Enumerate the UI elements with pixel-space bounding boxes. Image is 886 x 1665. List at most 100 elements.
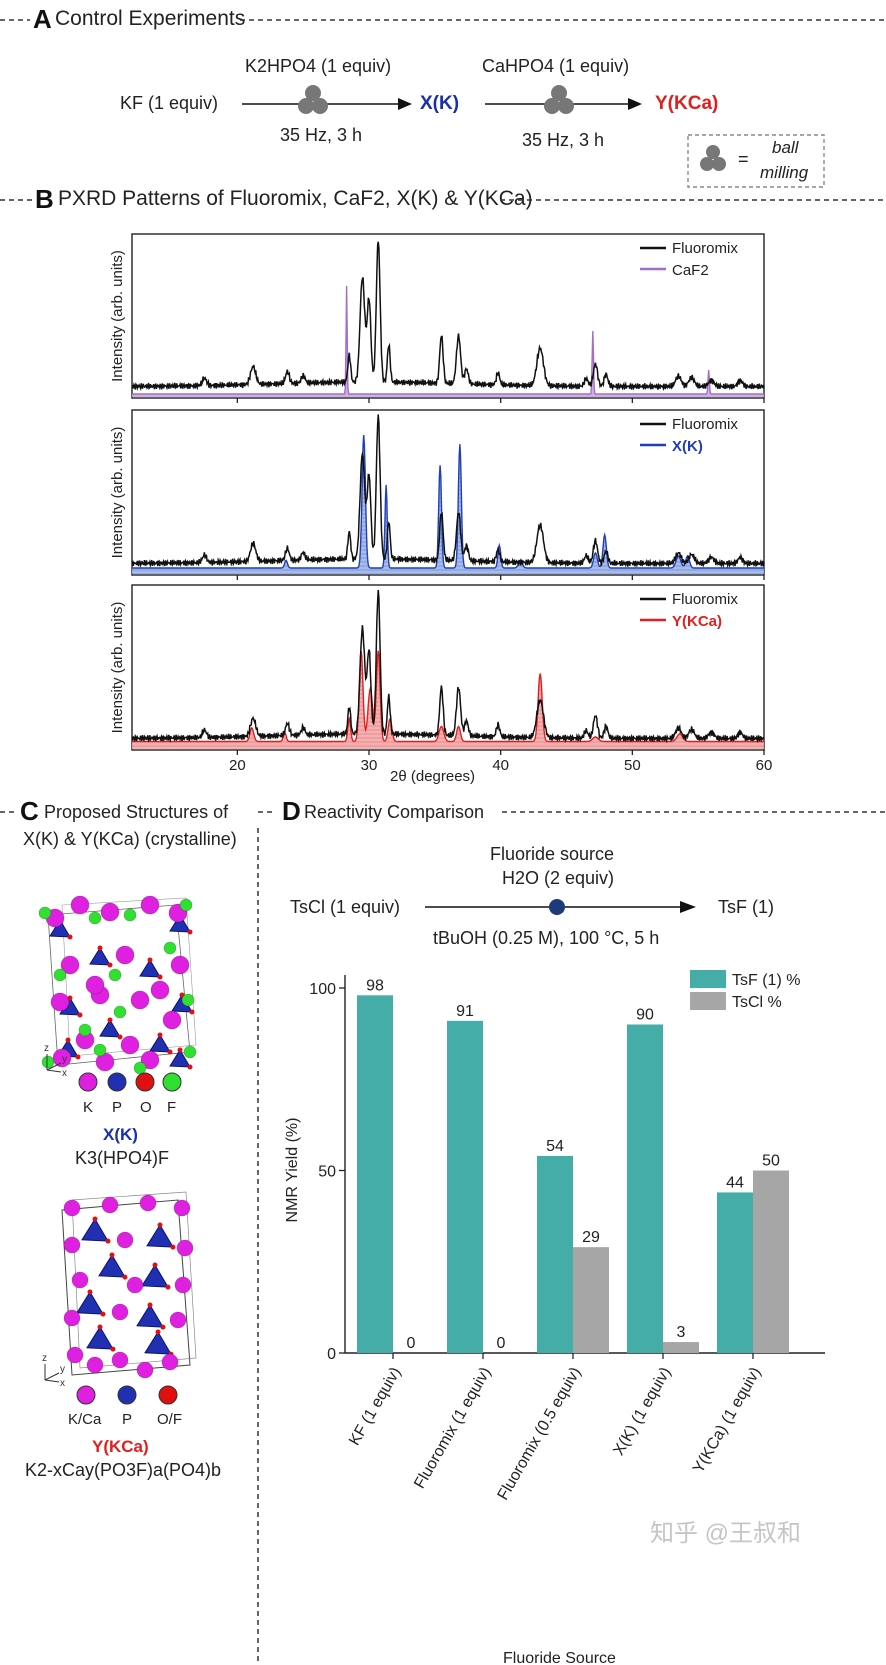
potassium-calcium-atom: [169, 1311, 187, 1329]
panel-a-title: Control Experiments: [55, 7, 245, 30]
po4-tetrahedron: [169, 914, 191, 933]
scheme-d-reactant: TsCl (1 equiv): [290, 897, 400, 917]
legend-label-fluoromix: Fluoromix: [672, 240, 738, 257]
pxrd-xlabel: 2θ (degrees): [390, 768, 475, 785]
oxygen-atom: [167, 1049, 173, 1055]
fluoride-source-dot: [549, 899, 565, 915]
potassium-calcium-atom: [63, 1199, 81, 1217]
y-tick-label: 100: [309, 981, 336, 998]
struct2-formula: K2-xCay(PO3F)a(PO4)b: [25, 1460, 221, 1480]
oxygen-atom: [147, 957, 153, 963]
pxrd-subplot-1: Fluoromix CaF2 Intensity (arb. units): [109, 233, 765, 403]
legend-label-reference: X(K): [672, 438, 703, 455]
potassium-atom: [140, 895, 160, 915]
fluoromix-pattern-line: [131, 589, 765, 744]
po4-tetrahedron: [139, 959, 161, 978]
oxygen-atom: [67, 995, 73, 1001]
fluorine-atom: [41, 1055, 55, 1069]
legend-swatch-tsf: [690, 970, 726, 988]
bar-tsf: [537, 1155, 573, 1353]
scheme-d-product: TsF (1): [718, 897, 774, 917]
fluorine-atom: [108, 968, 122, 982]
potassium-calcium-atom: [161, 1353, 179, 1371]
oxygen-atom: [92, 1216, 98, 1222]
potassium-calcium-atom: [101, 1196, 119, 1214]
fluorine-atom: [88, 911, 102, 925]
bar-value-label: 44: [726, 1174, 744, 1191]
axis-label: y: [62, 1054, 67, 1065]
x-tick-label: 20: [229, 757, 246, 774]
potassium-calcium-atom: [174, 1276, 192, 1294]
reference-pattern-line: [132, 435, 764, 569]
oxygen-atom: [157, 974, 163, 980]
fluorine-atom: [183, 1045, 197, 1059]
oxygen-atom: [155, 1329, 161, 1335]
oxygen-atom: [177, 1047, 183, 1053]
legend-p: P: [112, 1099, 122, 1116]
category-label: Fluoromix (1 equiv): [411, 1365, 494, 1492]
potassium-atom: [150, 980, 170, 1000]
panel-c: C Proposed Structures of X(K) & Y(KCa) (…: [0, 796, 276, 1665]
oxygen-atom: [107, 1017, 113, 1023]
scheme-d-conditions: tBuOH (0.25 M), 100 °C, 5 h: [433, 928, 659, 948]
po4-tetrahedron: [86, 1326, 114, 1350]
legend-label-tscl: TsCl %: [732, 994, 782, 1011]
ball-mill-icon-2: [544, 85, 574, 114]
po4-tetrahedron: [146, 1224, 174, 1248]
pxrd-ylabel: Intensity (arb. units): [109, 427, 126, 559]
oxygen-atom: [157, 1222, 163, 1228]
oxygen-atom: [179, 992, 185, 998]
legend-p2: P: [122, 1411, 132, 1428]
legend-equals: =: [738, 149, 749, 169]
bar-tscl: [753, 1170, 789, 1353]
scheme-a-start: KF (1 equiv): [120, 93, 218, 113]
bar-xlabel: Fluoride Source: [503, 1650, 616, 1665]
axis-triad: z yx: [44, 1043, 67, 1079]
legend-milling: milling: [760, 163, 809, 182]
bar-tsf: [717, 1192, 753, 1353]
oxygen-atom: [157, 1032, 163, 1038]
legend-f: F: [167, 1099, 176, 1116]
bar-tsf: [357, 995, 393, 1353]
axis-triad: z yx: [42, 1353, 65, 1389]
legend-o: O: [140, 1099, 152, 1116]
oxygen-atom: [75, 1054, 81, 1060]
po4-tetrahedron: [98, 1254, 126, 1278]
scheme-a-cond2: 35 Hz, 3 h: [522, 130, 604, 150]
bar-value-label: 54: [546, 1138, 564, 1155]
category-label: Fluoromix (0.5 equiv): [495, 1365, 585, 1504]
axis-label: x: [62, 1068, 67, 1079]
oxygen-atom: [187, 1064, 193, 1070]
axis-label: y: [60, 1364, 65, 1375]
fluorine-atom: [78, 1023, 92, 1037]
potassium-atom: [130, 990, 150, 1010]
fluorine-atom: [181, 993, 195, 1007]
panel-a: A Control Experiments KF (1 equiv) K2HPO…: [0, 4, 886, 188]
panel-d-title: Reactivity Comparison: [304, 802, 484, 822]
category-label: KF (1 equiv): [346, 1365, 404, 1449]
bar-value-label: 98: [366, 977, 384, 994]
potassium-calcium-atom: [111, 1351, 129, 1369]
ball-milling-legend: = ball milling: [687, 134, 825, 188]
scheme-a-intermediate: X(K): [420, 93, 459, 114]
potassium-atom: [120, 1035, 140, 1055]
oxygen-atom: [110, 1346, 116, 1352]
category-label: Y(KCa) (1 equiv): [690, 1365, 764, 1477]
bar-value-label: 50: [762, 1153, 780, 1170]
axis-y: [44, 1372, 60, 1381]
potassium-atom: [85, 975, 105, 995]
x-tick-label: 60: [756, 757, 773, 774]
struct2-name: Y(KCa): [92, 1437, 149, 1456]
struct2-legend: K/Ca P O/F: [68, 1385, 182, 1428]
fluorine-atom: [123, 908, 137, 922]
panel-b-letter: B: [35, 184, 54, 214]
fluorine-atom: [93, 1043, 107, 1057]
scheme-a-reagent2: CaHPO4 (1 equiv): [482, 56, 629, 76]
axis-y: [46, 1062, 62, 1071]
fluorine-atom: [179, 898, 193, 912]
bar-value-label: 91: [456, 1003, 474, 1020]
ball-mill-icon-1: [298, 85, 328, 114]
potassium-atom: [70, 895, 90, 915]
bar-value-label: 29: [582, 1229, 600, 1246]
